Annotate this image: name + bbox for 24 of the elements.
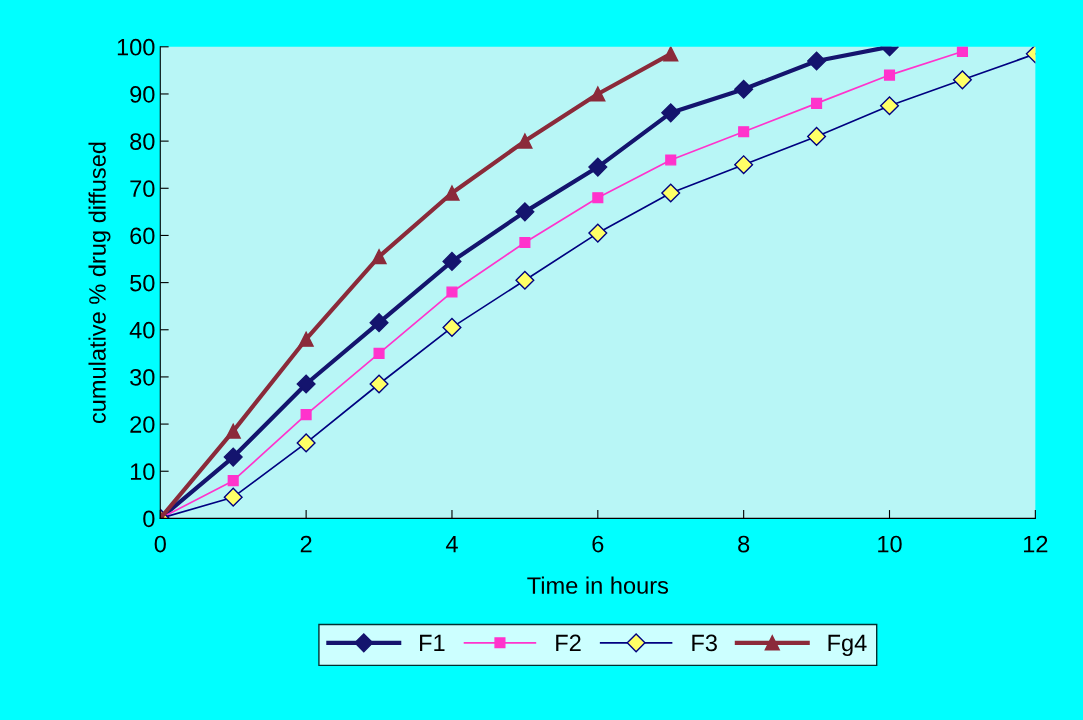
x-tick-label: 12: [1024, 535, 1048, 553]
x-tick-label: 8: [738, 535, 750, 553]
legend-label: Fg4: [828, 634, 867, 656]
y-tick-label: 20: [130, 416, 155, 433]
y-tick-label: 90: [130, 86, 155, 103]
x-tick-label: 10: [878, 535, 902, 553]
y-tick-label: 10: [130, 463, 155, 481]
y-tick-label: 80: [130, 133, 155, 150]
x-tick-label: 0: [154, 535, 166, 553]
y-tick-label: 70: [130, 180, 155, 198]
y-tick-label: 100: [117, 38, 155, 56]
x-tick-label: 4: [445, 535, 458, 553]
y-tick-label: 60: [130, 227, 155, 245]
y-axis-title: cumulative % drug diffused: [88, 142, 111, 424]
x-axis-title: Time in hours: [527, 576, 669, 594]
y-tick-label: 40: [129, 321, 155, 339]
y-tick-label: 30: [130, 368, 155, 386]
legend-label: F2: [556, 634, 581, 652]
y-tick-label: 0: [143, 510, 155, 528]
legend-label: F1: [420, 634, 445, 652]
y-tick-label: 50: [130, 274, 155, 292]
x-tick-label: 2: [300, 535, 312, 553]
x-tick-label: 6: [592, 535, 604, 553]
legend-label: F3: [692, 634, 717, 652]
